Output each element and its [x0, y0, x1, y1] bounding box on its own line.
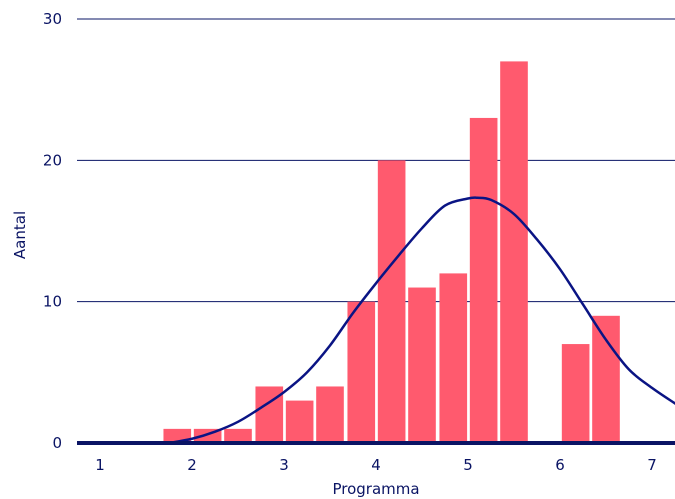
histogram-bar-5 [285, 400, 314, 443]
histogram-bar-13 [561, 344, 590, 443]
histogram-bar-11 [469, 117, 498, 443]
y-axis-title: Aantal [11, 211, 29, 259]
x-tick-labels: 1 2 3 4 5 6 7 [95, 456, 657, 474]
histogram-bar-9 [408, 287, 436, 443]
grid-lines [77, 18, 675, 303]
histogram-bar-12 [500, 61, 528, 444]
x-tick-label-7: 7 [647, 456, 657, 474]
histogram-bar-7 [347, 301, 376, 443]
x-tick-label-6: 6 [555, 456, 565, 474]
y-tick-labels: 0 10 20 30 [43, 10, 62, 452]
x-tick-label-3: 3 [279, 456, 289, 474]
x-tick-label-5: 5 [463, 456, 473, 474]
histogram-bar-10 [439, 273, 468, 443]
histogram-bar-8 [377, 160, 406, 444]
y-tick-label-20: 20 [43, 151, 62, 169]
y-tick-label-30: 30 [43, 10, 62, 28]
fit-curve [167, 196, 675, 445]
x-tick-label-4: 4 [371, 456, 381, 474]
histogram-bar-14 [592, 315, 620, 443]
x-tick-label-1: 1 [95, 456, 105, 474]
x-axis-title: Programma [332, 480, 419, 498]
x-tick-label-2: 2 [187, 456, 197, 474]
fit-curve-layer [167, 196, 675, 445]
histogram-bar-3 [224, 428, 252, 443]
histogram-bar-6 [316, 386, 344, 443]
histogram-bars [163, 61, 620, 444]
y-tick-label-0: 0 [52, 434, 62, 452]
y-tick-label-10: 10 [43, 293, 62, 311]
